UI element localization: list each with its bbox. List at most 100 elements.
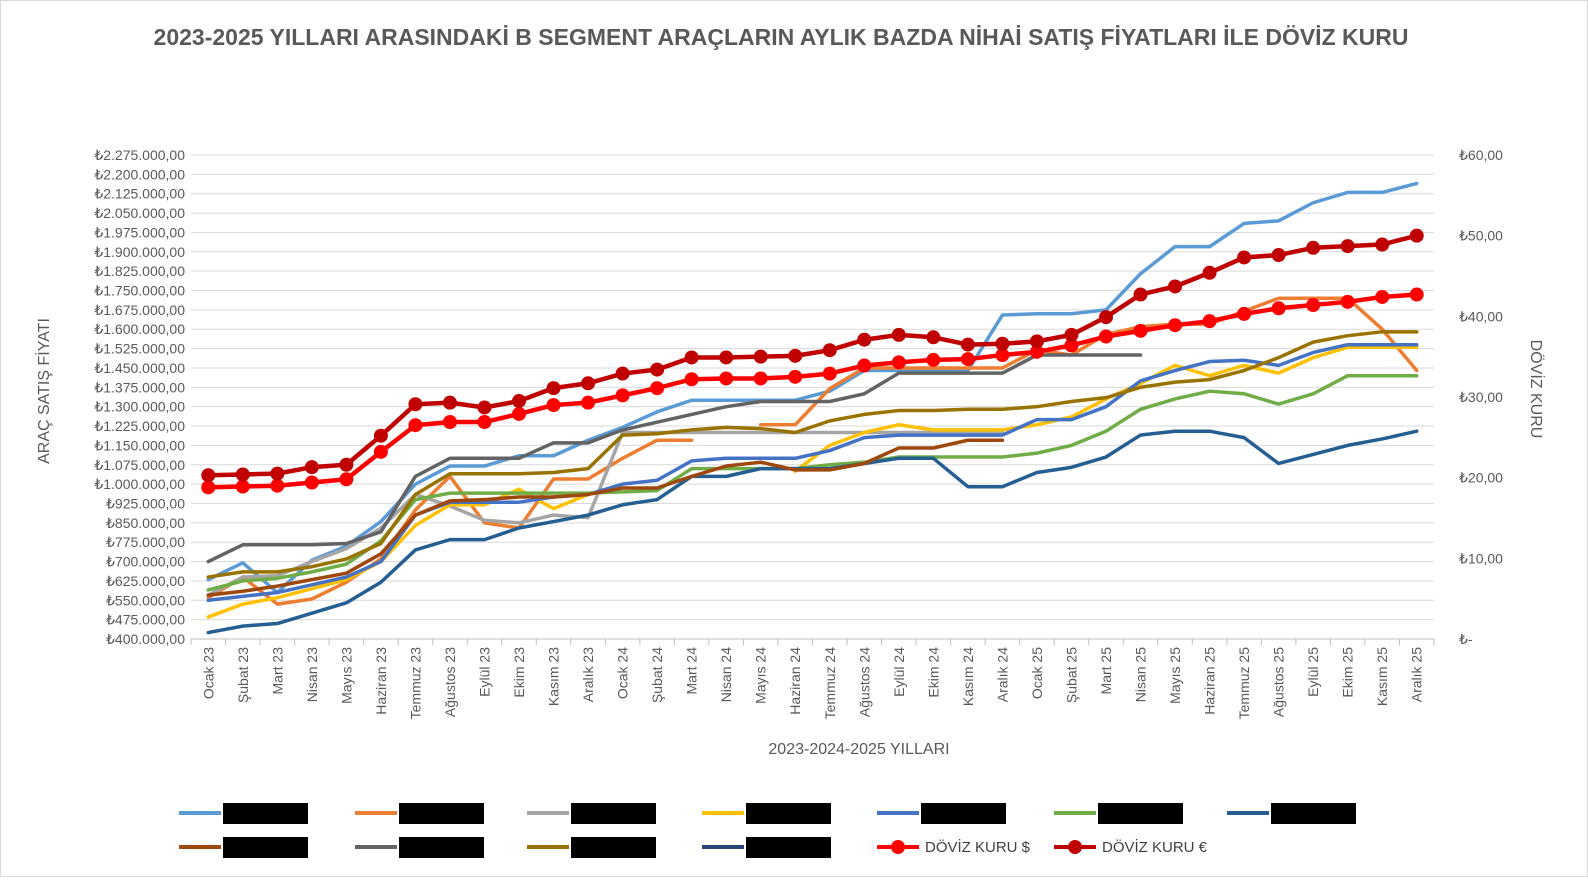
y-tick-label: ₺550.000,00 [106, 592, 185, 608]
y2-tick-label: ₺20,00 [1459, 470, 1503, 486]
x-tick-label: Temmuz 24 [822, 647, 838, 720]
plot-series [201, 181, 1424, 635]
series-line [206, 330, 1419, 579]
data-point [1306, 298, 1321, 313]
x-tick-label: Ocak 24 [615, 647, 631, 699]
data-point [581, 395, 596, 410]
data-point [1306, 240, 1321, 255]
legend-redaction [399, 803, 484, 824]
data-point [719, 350, 734, 365]
data-point [615, 366, 630, 381]
legend-redaction [223, 837, 308, 858]
x-tick-label: Ekim 24 [925, 647, 941, 698]
y-tick-label: ₺925.000,00 [106, 495, 185, 511]
data-point [857, 332, 872, 347]
data-point [1168, 318, 1183, 333]
x-tick-label: Nisan 23 [304, 647, 320, 702]
data-point [788, 369, 803, 384]
y2-tick-label: ₺10,00 [1459, 550, 1503, 566]
data-point [270, 478, 285, 493]
x-tick-label: Eylül 25 [1305, 647, 1321, 697]
y-tick-label: ₺400.000,00 [106, 631, 185, 647]
data-point [788, 348, 803, 363]
legend-redaction [1098, 803, 1183, 824]
y-tick-label: ₺1.900.000,00 [94, 244, 185, 260]
x-tick-label: Mart 24 [684, 647, 700, 695]
data-point [1340, 239, 1355, 254]
x-tick-label: Mart 23 [269, 647, 285, 695]
data-point [891, 327, 906, 342]
data-point [1237, 250, 1252, 265]
x-tick-label: Aralık 25 [1409, 647, 1425, 702]
data-point [926, 330, 941, 345]
y-tick-label: ₺1.675.000,00 [94, 302, 185, 318]
legend-redaction [223, 803, 308, 824]
data-point [442, 395, 457, 410]
y-tick-label: ₺700.000,00 [106, 554, 185, 570]
data-point [995, 336, 1010, 351]
x-tick-label: Ocak 23 [200, 647, 216, 699]
x-tick-label: Nisan 24 [718, 647, 734, 702]
y2-tick-label: ₺60,00 [1459, 147, 1503, 163]
legend-redaction [921, 803, 1006, 824]
x-tick-label: Mayıs 23 [338, 647, 354, 704]
data-point [1029, 334, 1044, 349]
data-point [753, 371, 768, 386]
x-tick-label: Kasım 24 [960, 647, 976, 706]
series-line [206, 438, 1005, 597]
data-point [339, 472, 354, 487]
y-tick-label: ₺2.200.000,00 [94, 166, 185, 182]
x-tick-label: Haziran 25 [1202, 647, 1218, 715]
data-point [684, 372, 699, 387]
y-tick-label: ₺1.075.000,00 [94, 457, 185, 473]
y-tick-label: ₺1.975.000,00 [94, 224, 185, 240]
x-tick-label: Mart 25 [1098, 647, 1114, 695]
data-point [1237, 306, 1252, 321]
data-point [960, 337, 975, 352]
data-point [1202, 265, 1217, 280]
x-tick-label: Şubat 23 [235, 647, 251, 703]
data-point [753, 349, 768, 364]
data-point [1168, 279, 1183, 294]
legend: DÖVİZ KURU $ DÖVİZ KURU € [179, 803, 1356, 858]
x-tick-label: Mayıs 25 [1167, 647, 1183, 704]
data-point [546, 398, 561, 413]
data-point [1340, 294, 1355, 309]
x-axis-label: 2023-2024-2025 YILLARI [768, 741, 949, 758]
y-tick-label: ₺1.300.000,00 [94, 399, 185, 415]
y-tick-label: ₺625.000,00 [106, 573, 185, 589]
data-point [719, 371, 734, 386]
x-tick-label: Ağustos 23 [442, 647, 458, 717]
data-point [822, 343, 837, 358]
x-tick-label: Aralık 24 [994, 647, 1010, 702]
legend-redaction [1271, 803, 1356, 824]
data-point [995, 348, 1010, 363]
data-point [304, 475, 319, 490]
data-point [477, 400, 492, 415]
y-tick-label: ₺1.825.000,00 [94, 263, 185, 279]
x-tick-label: Kasım 25 [1374, 647, 1390, 706]
data-point [373, 428, 388, 443]
y-tick-label: ₺2.050.000,00 [94, 205, 185, 221]
x-tick-label: Ocak 25 [1029, 647, 1045, 699]
y-tick-label: ₺2.125.000,00 [94, 186, 185, 202]
data-point [373, 444, 388, 459]
legend-marker [1068, 840, 1082, 854]
legend-redaction [571, 837, 656, 858]
data-point [512, 406, 527, 421]
x-tick-label: Ağustos 25 [1271, 647, 1287, 717]
x-tick-label: Ekim 23 [511, 647, 527, 698]
y-tick-label: ₺1.525.000,00 [94, 341, 185, 357]
data-point [1409, 287, 1424, 302]
data-point [408, 418, 423, 433]
data-point [201, 468, 216, 483]
data-point [1375, 237, 1390, 252]
y2-tick-label: ₺- [1459, 631, 1473, 647]
data-point [546, 381, 561, 396]
data-point [1029, 344, 1044, 359]
y2-tick-label: ₺40,00 [1459, 308, 1503, 324]
x-tick-label: Haziran 23 [373, 647, 389, 715]
data-point [512, 394, 527, 409]
data-point [408, 397, 423, 412]
